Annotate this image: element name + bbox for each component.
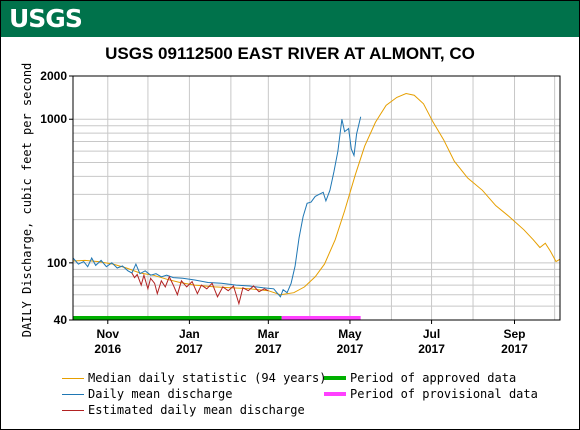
daily-mean-line: [72, 116, 362, 298]
plot-border: [72, 75, 561, 321]
legend-label-daily-mean: Daily mean discharge: [88, 387, 233, 401]
legend-label-estimated: Estimated daily mean discharge: [88, 403, 305, 417]
y-tick-label: 1000: [40, 112, 67, 126]
estimated-line: [131, 272, 269, 306]
x-tick-month: Sep: [504, 327, 526, 341]
legend-label-approved: Period of approved data: [350, 371, 517, 385]
x-tick-year: 2016: [94, 342, 121, 356]
x-tick-year: 2017: [176, 342, 203, 356]
y-axis-ticks: 40 100 1000 2000: [40, 69, 73, 327]
usgs-banner: USGS: [1, 1, 579, 37]
x-tick-month: Jan: [179, 327, 200, 341]
legend-swatch-provisional: [324, 392, 346, 396]
x-tick-year: 2017: [255, 342, 282, 356]
x-tick-year: 2017: [337, 342, 364, 356]
y-tick-label: 100: [47, 256, 67, 270]
data-period-bars: [73, 316, 361, 320]
x-tick-year: 2017: [501, 342, 528, 356]
x-axis-ticks: Nov2016Jan2017Mar2017May2017Jul2017Sep20…: [94, 320, 528, 356]
period-bar-provisional: [281, 316, 361, 320]
legend-swatch-median: [62, 378, 84, 379]
legend-label-provisional: Period of provisional data: [350, 387, 538, 401]
median-line: [72, 92, 561, 296]
x-tick-month: May: [338, 327, 362, 341]
x-tick-month: Jul: [423, 327, 440, 341]
y-axis-label: DAILY Discharge, cubic feet per second: [20, 63, 34, 338]
y-tick-label: 2000: [40, 69, 67, 83]
x-tick-year: 2017: [418, 342, 445, 356]
legend-swatch-daily-mean: [62, 394, 84, 395]
y-tick-label: 40: [54, 313, 68, 327]
series-lines: [72, 92, 561, 306]
x-tick-month: Nov: [96, 327, 119, 341]
chart-title: USGS 09112500 EAST RIVER AT ALMONT, CO: [105, 44, 475, 63]
x-tick-month: Mar: [258, 327, 280, 341]
period-bar-approved: [73, 316, 282, 320]
usgs-logo: USGS: [9, 4, 83, 33]
legend-label-median: Median daily statistic (94 years): [88, 371, 327, 385]
legend-swatch-estimated: [62, 410, 84, 411]
legend-swatch-approved: [324, 376, 346, 380]
